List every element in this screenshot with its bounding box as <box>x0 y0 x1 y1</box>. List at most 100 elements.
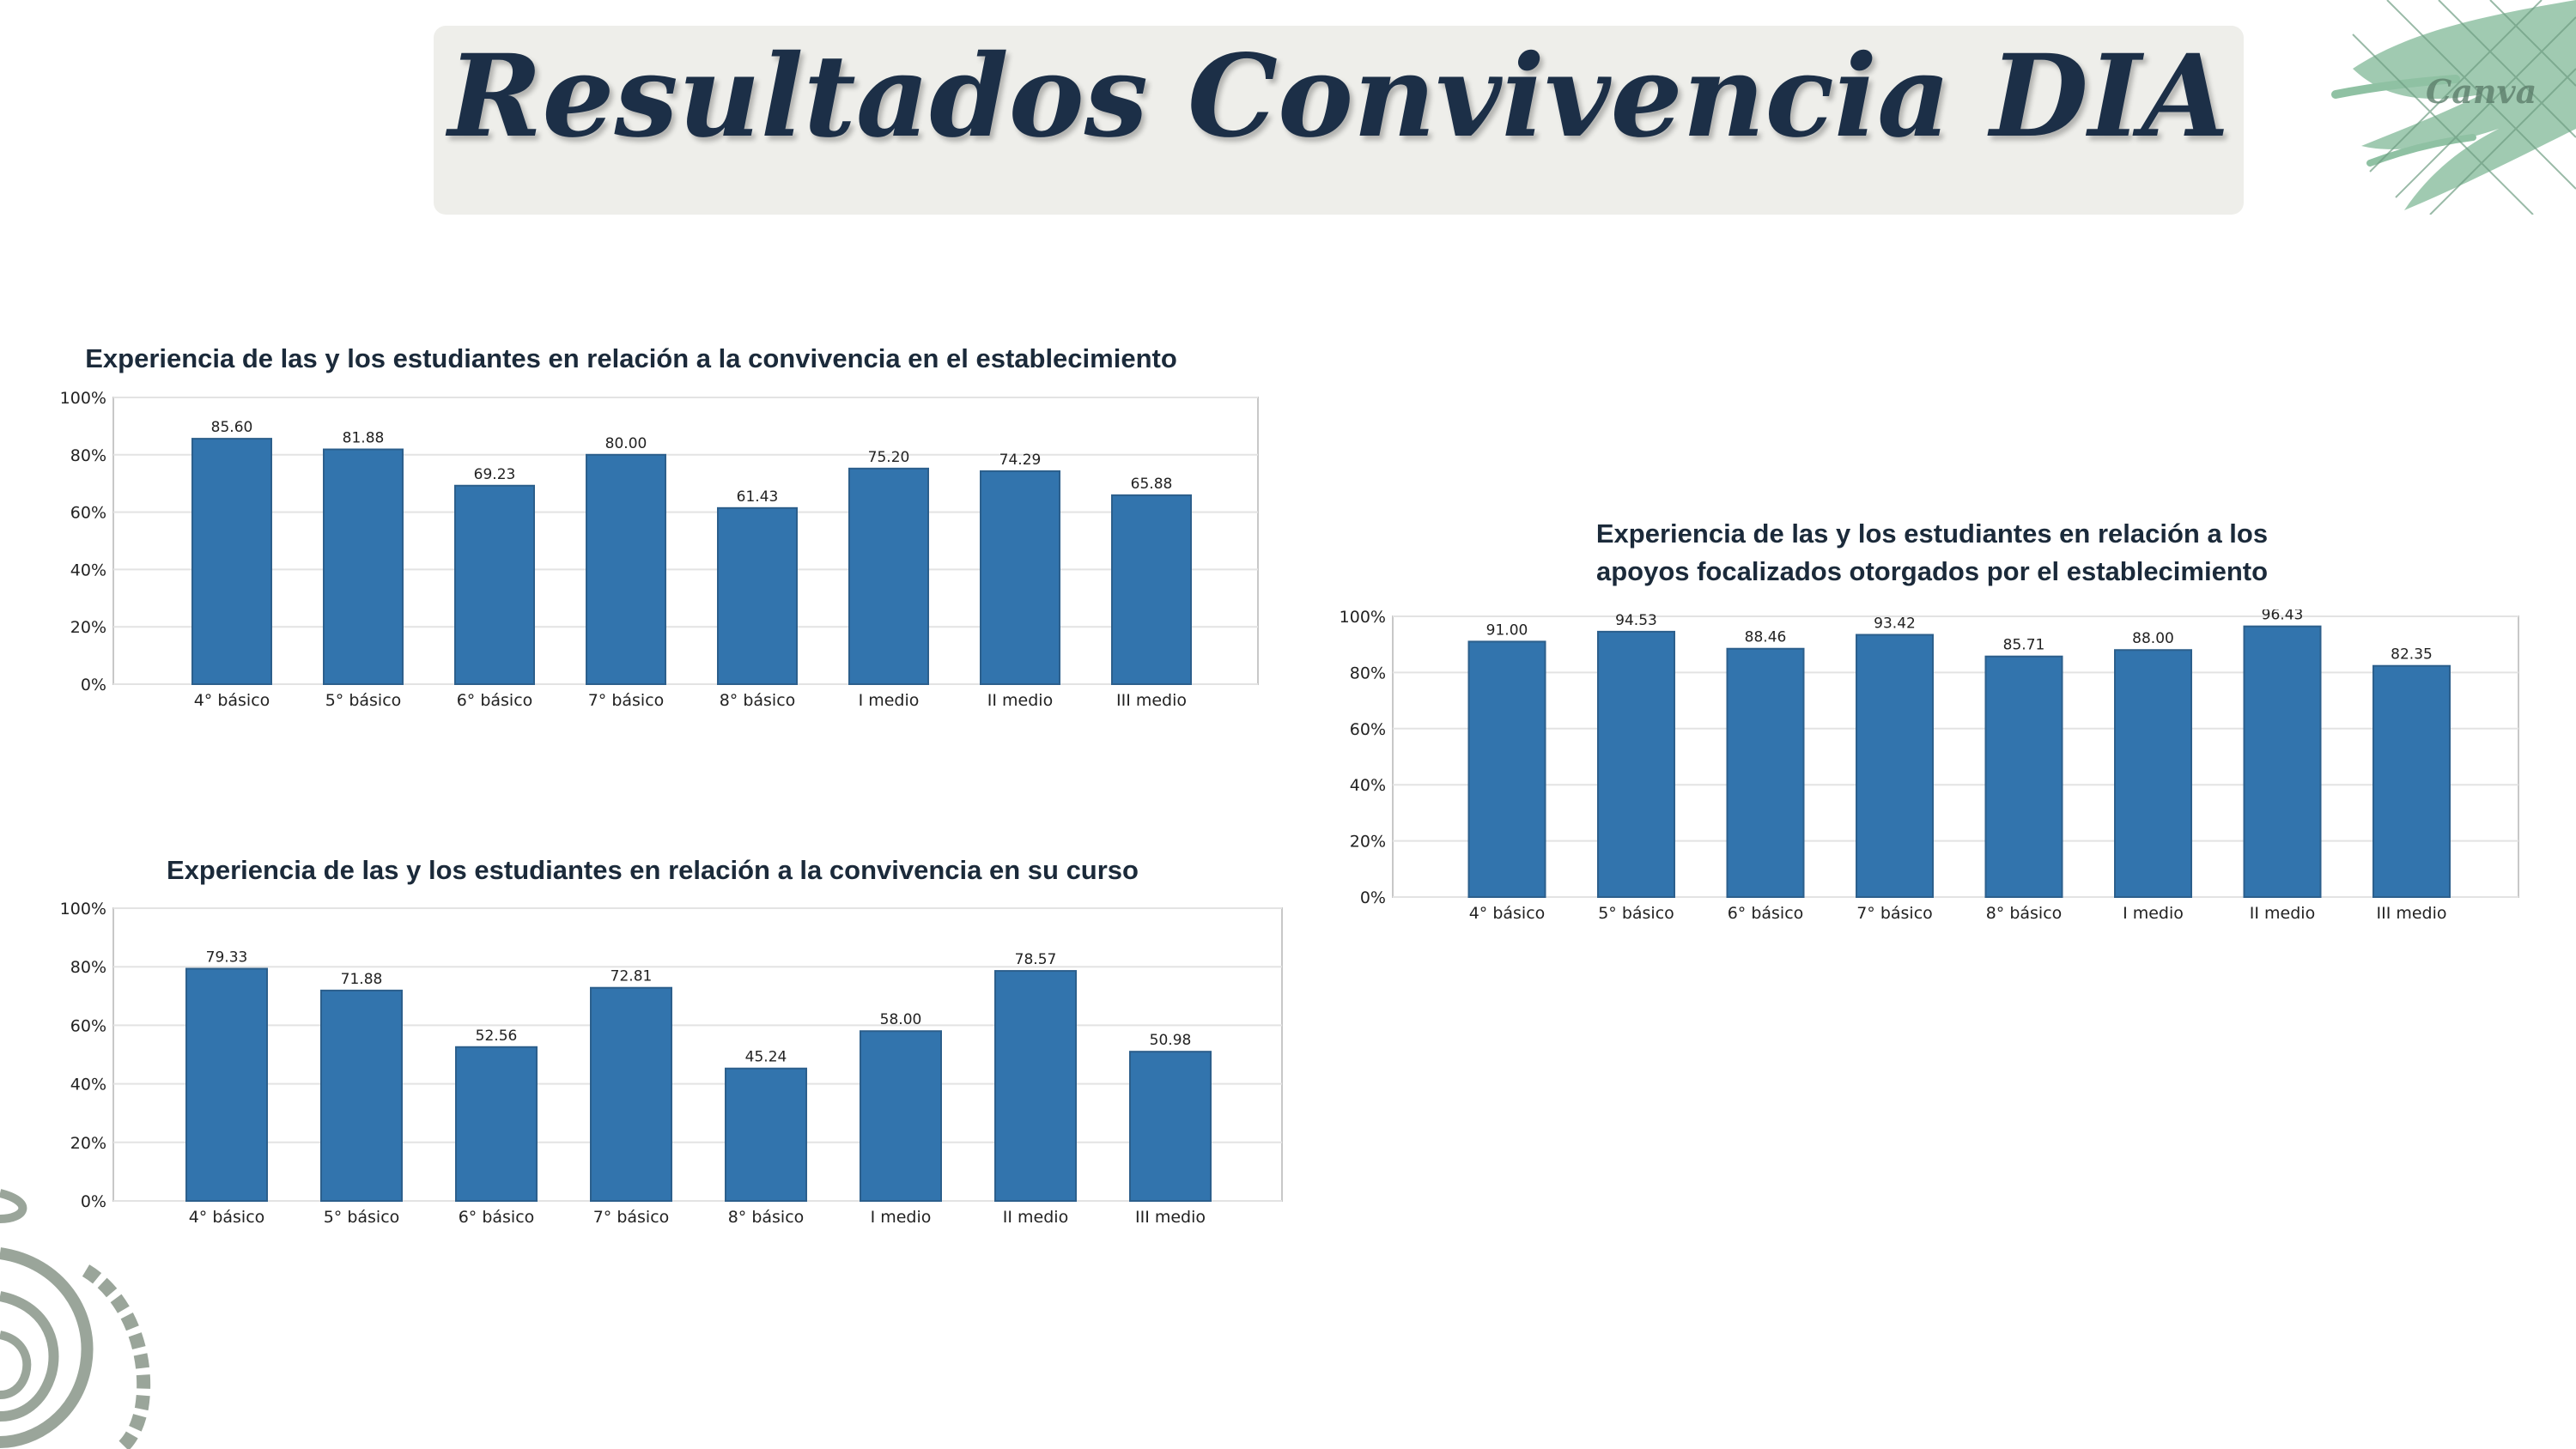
x-tick-label: 6° básico <box>457 691 533 710</box>
y-tick-label: 20% <box>70 1134 106 1153</box>
x-tick-label: III medio <box>1135 1208 1206 1227</box>
y-tick-label: 80% <box>1350 664 1386 682</box>
bar-value-label: 88.46 <box>1745 629 1787 646</box>
y-tick-label: 60% <box>1350 720 1386 739</box>
y-tick-label: 20% <box>70 618 106 637</box>
x-tick-label: 5° básico <box>325 691 402 710</box>
bar-value-label: 80.00 <box>605 435 647 452</box>
bar-value-label: 65.88 <box>1131 476 1173 493</box>
bar <box>1984 655 2063 898</box>
bar-value-label: 74.29 <box>999 452 1042 469</box>
chart-title-apoyos-focalizados: Experiencia de las y los estudiantes en … <box>1546 515 2318 591</box>
bar <box>1111 494 1192 685</box>
plot-area <box>112 397 1259 685</box>
chart-title-convivencia-establecimiento: Experiencia de las y los estudiantes en … <box>85 343 1177 373</box>
bar-value-label: 45.24 <box>745 1049 787 1066</box>
x-tick-label: 6° básico <box>1728 904 1804 923</box>
bar <box>994 970 1077 1203</box>
x-tick-label: 8° básico <box>728 1208 805 1227</box>
bar-value-label: 79.33 <box>206 949 248 966</box>
x-tick-label: 7° básico <box>588 691 665 710</box>
bar <box>1856 634 1934 898</box>
bar <box>191 438 272 685</box>
x-tick-label: I medio <box>859 691 920 710</box>
y-tick-label: 40% <box>70 1076 106 1094</box>
bar-value-label: 71.88 <box>341 971 383 988</box>
bar <box>717 506 798 685</box>
bar <box>454 484 535 685</box>
y-tick-label: 100% <box>60 901 106 919</box>
bar-value-label: 72.81 <box>611 968 653 985</box>
bar <box>1467 640 1546 899</box>
page-title: Resultados Convivencia DIA <box>447 30 2230 163</box>
bar-value-label: 75.20 <box>868 449 910 466</box>
x-tick-label: 7° básico <box>593 1208 670 1227</box>
bar <box>848 467 929 685</box>
x-tick-label: 4° básico <box>1469 904 1546 923</box>
y-tick-label: 80% <box>70 958 106 977</box>
bar <box>185 967 268 1202</box>
bar-chart-convivencia-establecimiento: 0% 20% 40% 60% 80% 100% 85.60 4° básico 81.88 5° … <box>60 391 1262 712</box>
bar <box>455 1046 538 1202</box>
y-tick-label: 100% <box>60 391 106 408</box>
y-tick-label: 40% <box>1350 776 1386 795</box>
x-tick-label: I medio <box>2123 904 2184 923</box>
spiral-decoration-bottom-left <box>0 1189 151 1449</box>
y-tick-label: 0% <box>81 1192 106 1211</box>
y-tick-label: 60% <box>70 504 106 523</box>
x-tick-label: II medio <box>1003 1208 1068 1227</box>
x-tick-label: III medio <box>2376 904 2446 923</box>
bar <box>2372 664 2451 898</box>
title-banner <box>434 26 2244 215</box>
x-tick-label: 8° básico <box>720 691 796 710</box>
x-tick-label: II medio <box>2250 904 2315 923</box>
bar-value-label: 81.88 <box>343 430 385 447</box>
x-tick-label: 8° básico <box>1986 904 2063 923</box>
plot-area <box>112 907 1283 1202</box>
x-tick-label: II medio <box>987 691 1053 710</box>
chart-title-line: apoyos focalizados otorgados por el esta… <box>1595 556 2269 586</box>
bar-value-label: 50.98 <box>1150 1032 1192 1049</box>
x-tick-label: III medio <box>1116 691 1187 710</box>
bar <box>2243 625 2322 899</box>
bar <box>590 986 672 1203</box>
bar <box>980 470 1060 685</box>
bar <box>725 1067 807 1202</box>
bar <box>1129 1051 1212 1202</box>
bar-value-label: 94.53 <box>1615 612 1657 629</box>
y-tick-label: 20% <box>1350 833 1386 852</box>
bar-value-label: 58.00 <box>880 1011 922 1028</box>
bar-chart-convivencia-curso: 0% 20% 40% 60% 80% 100% 79.33 4° básico 71.88 5° … <box>60 901 1288 1228</box>
x-tick-label: 4° básico <box>194 691 270 710</box>
chart-title-convivencia-curso: Experiencia de las y los estudiantes en … <box>167 855 1139 885</box>
bar <box>1597 630 1675 898</box>
bar <box>586 453 666 686</box>
bar-value-label: 85.60 <box>211 419 253 436</box>
bar <box>2114 649 2192 899</box>
x-tick-label: I medio <box>871 1208 932 1227</box>
bar-value-label: 52.56 <box>476 1028 518 1045</box>
bar <box>1726 647 1805 898</box>
bar-chart-apoyos-focalizados: 0% 20% 40% 60% 80% 100% 91.00 4° básico 94.53 5° … <box>1340 609 2524 927</box>
x-tick-label: 5° básico <box>324 1208 400 1227</box>
bar-value-label: 61.43 <box>737 488 779 506</box>
y-tick-label: 0% <box>1360 888 1386 907</box>
bar-value-label: 93.42 <box>1874 615 1916 633</box>
bar-value-label: 96.43 <box>2262 609 2304 624</box>
brush-stroke-decoration-top-right: Canva <box>2331 0 2576 215</box>
x-tick-label: 5° básico <box>1598 904 1674 923</box>
bar-value-label: 78.57 <box>1015 951 1057 968</box>
y-tick-label: 60% <box>70 1016 106 1035</box>
y-tick-label: 80% <box>70 446 106 465</box>
chart-title-line: Experiencia de las y los estudiantes en … <box>1595 518 2269 549</box>
bar-value-label: 91.00 <box>1486 621 1528 639</box>
x-tick-label: 7° básico <box>1856 904 1933 923</box>
x-tick-label: 4° básico <box>189 1208 265 1227</box>
bar-value-label: 88.00 <box>2132 630 2174 647</box>
canva-watermark: Canva <box>2426 72 2537 111</box>
y-tick-label: 40% <box>70 561 106 579</box>
y-tick-label: 100% <box>1340 609 1386 627</box>
bar-value-label: 69.23 <box>474 466 516 483</box>
bar-value-label: 85.71 <box>2003 637 2045 654</box>
bar-value-label: 82.35 <box>2391 646 2433 664</box>
